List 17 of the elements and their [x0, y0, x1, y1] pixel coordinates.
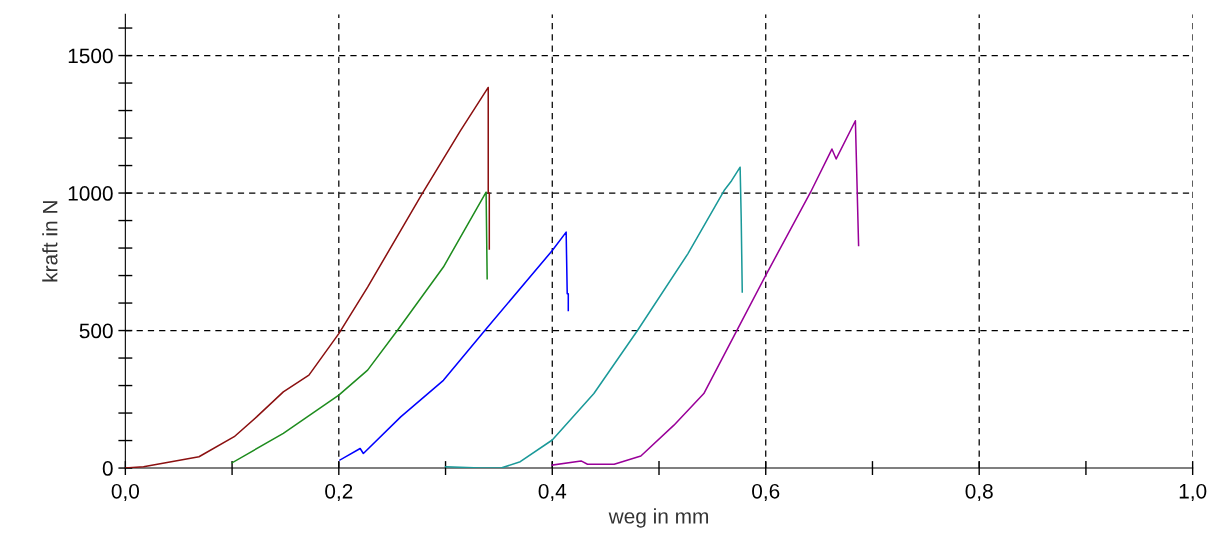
- line-series: [339, 231, 570, 461]
- line-series: [444, 166, 744, 469]
- line-series: [125, 86, 491, 469]
- y-tick-label: 0: [102, 461, 113, 476]
- y-axis-title: kraft in N: [42, 201, 58, 282]
- x-axis-title: weg in mm: [608, 508, 708, 528]
- y-tick-label: 1000: [68, 186, 113, 201]
- y-tick-label: 500: [79, 323, 113, 339]
- x-tick-label: 0,0: [111, 483, 140, 502]
- x-tick-label: 0,8: [965, 483, 993, 502]
- x-tick-label: 1,0: [1179, 483, 1207, 502]
- x-tick-label: 0,6: [752, 483, 780, 502]
- x-tick-label: 0,4: [538, 483, 567, 502]
- line-series: [231, 191, 488, 464]
- x-tick-label: 0,2: [325, 483, 353, 502]
- line-series: [551, 119, 860, 466]
- y-tick-label: 1500: [68, 48, 113, 64]
